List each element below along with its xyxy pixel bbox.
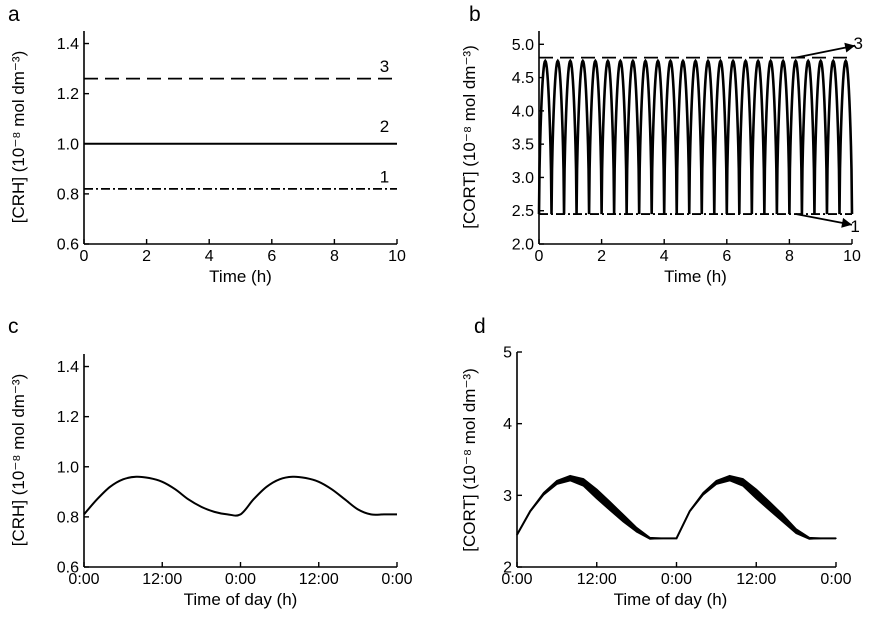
y-tick-label: 0.6 — [57, 560, 79, 577]
x-tick-label: 0 — [80, 248, 89, 265]
y-tick-label: 5 — [503, 345, 512, 362]
y-axis-title: [CRH] (10⁻⁸ mol dm⁻³) — [9, 374, 28, 546]
y-tick-label: 1.0 — [57, 459, 79, 476]
panel-b: b 0 2 4 6 8 10 2.0 2.5 3.0 3.5 4.0 4.5 5.0 Time (h) [CO… — [460, 3, 874, 286]
x-tick-label: 0:00 — [661, 571, 692, 588]
y-tick-label: 2 — [503, 560, 512, 577]
x-tick-label: 4 — [205, 248, 214, 265]
x-tick-label: 0 — [535, 248, 544, 265]
y-axis-title: [CORT] (10⁻⁸ mol dm⁻³) — [460, 368, 479, 552]
y-tick-label: 3.0 — [512, 170, 534, 187]
x-tick-label: 8 — [330, 248, 339, 265]
series-main-line — [84, 477, 397, 516]
x-tick-label: 6 — [267, 248, 276, 265]
x-tick-label: 12:00 — [299, 571, 339, 588]
panel-letter: a — [8, 3, 20, 26]
y-tick-label: 2.5 — [512, 203, 534, 220]
x-tick-label: 10 — [843, 248, 861, 265]
panel-letter: c — [8, 315, 19, 338]
x-tick-label: 0:00 — [381, 571, 412, 588]
x-tick-label: 4 — [660, 248, 669, 265]
series-band — [517, 476, 836, 539]
series-2-line — [539, 61, 852, 214]
x-tick-label: 8 — [785, 248, 794, 265]
series-label: 1 — [380, 167, 389, 186]
x-tick-label: 12:00 — [577, 571, 617, 588]
y-tick-label: 0.8 — [57, 186, 79, 203]
x-tick-label: 0:00 — [225, 571, 256, 588]
y-tick-label: 4.5 — [512, 70, 534, 87]
panel-letter: d — [474, 315, 486, 338]
x-axis-title: Time (h) — [209, 267, 272, 286]
x-tick-label: 6 — [722, 248, 731, 265]
series-line — [517, 478, 836, 538]
y-tick-label: 1.4 — [57, 359, 79, 376]
series-label: 2 — [380, 117, 389, 136]
x-tick-label: 10 — [388, 248, 406, 265]
panel-c: c0:00 12:00 0:00 12:00 0:000.60.81.01.21.4Ti… — [8, 315, 413, 609]
x-tick-label: 12:00 — [736, 571, 776, 588]
y-tick-label: 1.2 — [57, 409, 79, 426]
panel-letter: b — [469, 3, 481, 26]
y-tick-label: 2.0 — [512, 237, 534, 254]
y-tick-label: 3.5 — [512, 137, 534, 154]
series-label: 3 — [854, 34, 863, 53]
y-axis-title: [CRH] (10⁻⁸ mol dm⁻³) — [9, 51, 28, 223]
x-tick-label: 12:00 — [142, 571, 182, 588]
series-label: 1 — [850, 217, 859, 236]
y-tick-label: 4 — [503, 416, 512, 433]
y-tick-label: 1.4 — [57, 36, 79, 53]
y-tick-label: 5.0 — [512, 37, 534, 54]
x-tick-label: 2 — [142, 248, 151, 265]
x-tick-label: 2 — [597, 248, 606, 265]
x-tick-label: 0:00 — [820, 571, 851, 588]
panel-a: a 0 2 4 6 8 10 0.6 0.8 1.0 1.2 1.4 Time (h) [CRH] (10… — [8, 3, 406, 286]
y-tick-label: 1.0 — [57, 136, 79, 153]
series-label: 3 — [380, 57, 389, 76]
x-axis-title: Time (h) — [664, 267, 727, 286]
y-tick-label: 4.0 — [512, 103, 534, 120]
y-axis-title: [CORT] (10⁻⁸ mol dm⁻³) — [460, 45, 479, 229]
x-axis-title: Time of day (h) — [184, 590, 298, 609]
x-axis-title: Time of day (h) — [614, 590, 728, 609]
y-tick-label: 3 — [503, 488, 512, 505]
y-tick-label: 1.2 — [57, 86, 79, 103]
y-tick-label: 0.6 — [57, 237, 79, 254]
y-tick-label: 0.8 — [57, 509, 79, 526]
